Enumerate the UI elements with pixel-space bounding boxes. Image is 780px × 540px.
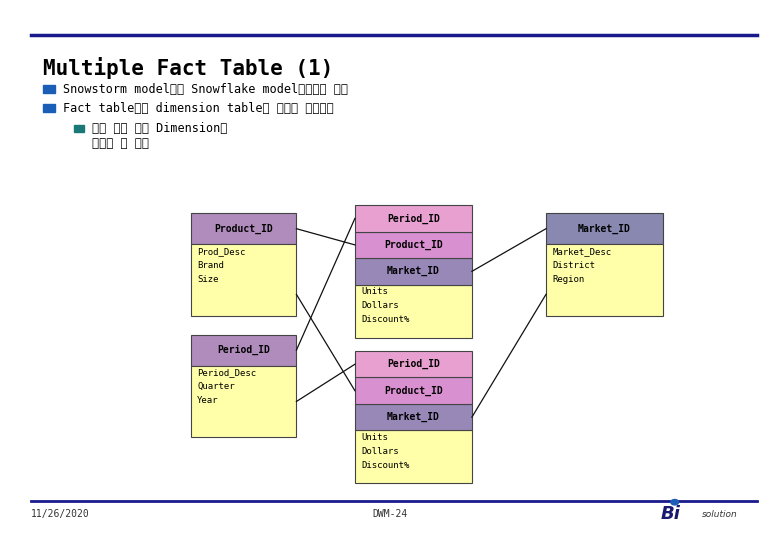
Bar (191, 366, 296, 437)
Bar (355, 285, 472, 338)
Bar (355, 377, 472, 404)
Text: DWM-24: DWM-24 (372, 509, 408, 519)
Text: Product_ID: Product_ID (384, 386, 443, 396)
Text: 적용할 수 있다: 적용할 수 있다 (92, 137, 149, 150)
Text: solution: solution (702, 510, 738, 518)
Text: Market_ID: Market_ID (387, 412, 440, 422)
Bar (355, 258, 472, 285)
Bar (74, 125, 84, 132)
Text: Snowstorm model이나 Snowflake model이라고도 한다: Snowstorm model이나 Snowflake model이라고도 한다 (63, 83, 348, 96)
Bar (191, 213, 296, 244)
Text: 11/26/2020: 11/26/2020 (31, 509, 90, 519)
Text: Market_Desc
District
Region: Market_Desc District Region (552, 247, 612, 284)
Text: Bi: Bi (661, 505, 681, 523)
Bar (355, 404, 472, 430)
Bar (355, 430, 472, 483)
Text: Fact table들이 dimension table을 통하여 연결된다: Fact table들이 dimension table을 통하여 연결된다 (63, 102, 334, 114)
Bar (43, 85, 55, 93)
Bar (355, 351, 472, 377)
Bar (43, 104, 55, 112)
Text: Market_ID: Market_ID (387, 266, 440, 276)
Text: Product_ID: Product_ID (384, 240, 443, 250)
Text: 서로 다른 시간 Dimension을: 서로 다른 시간 Dimension을 (92, 122, 228, 135)
Bar (546, 244, 663, 316)
Bar (546, 213, 663, 244)
Text: Market_ID: Market_ID (578, 224, 631, 234)
Text: Product_ID: Product_ID (215, 224, 273, 234)
Text: Period_Desc
Quarter
Year: Period_Desc Quarter Year (197, 368, 257, 405)
Bar (355, 205, 472, 232)
Text: Units
Dollars
Discount%: Units Dollars Discount% (361, 287, 410, 324)
Text: Prod_Desc
Brand
Size: Prod_Desc Brand Size (197, 247, 246, 284)
Text: Period_ID: Period_ID (387, 359, 440, 369)
Circle shape (671, 500, 679, 505)
Bar (191, 244, 296, 316)
Text: Period_ID: Period_ID (218, 345, 270, 355)
Text: Multiple Fact Table (1): Multiple Fact Table (1) (43, 57, 333, 79)
Bar (191, 335, 296, 366)
Text: Units
Dollars
Discount%: Units Dollars Discount% (361, 433, 410, 470)
Text: Period_ID: Period_ID (387, 213, 440, 224)
Bar (355, 232, 472, 258)
